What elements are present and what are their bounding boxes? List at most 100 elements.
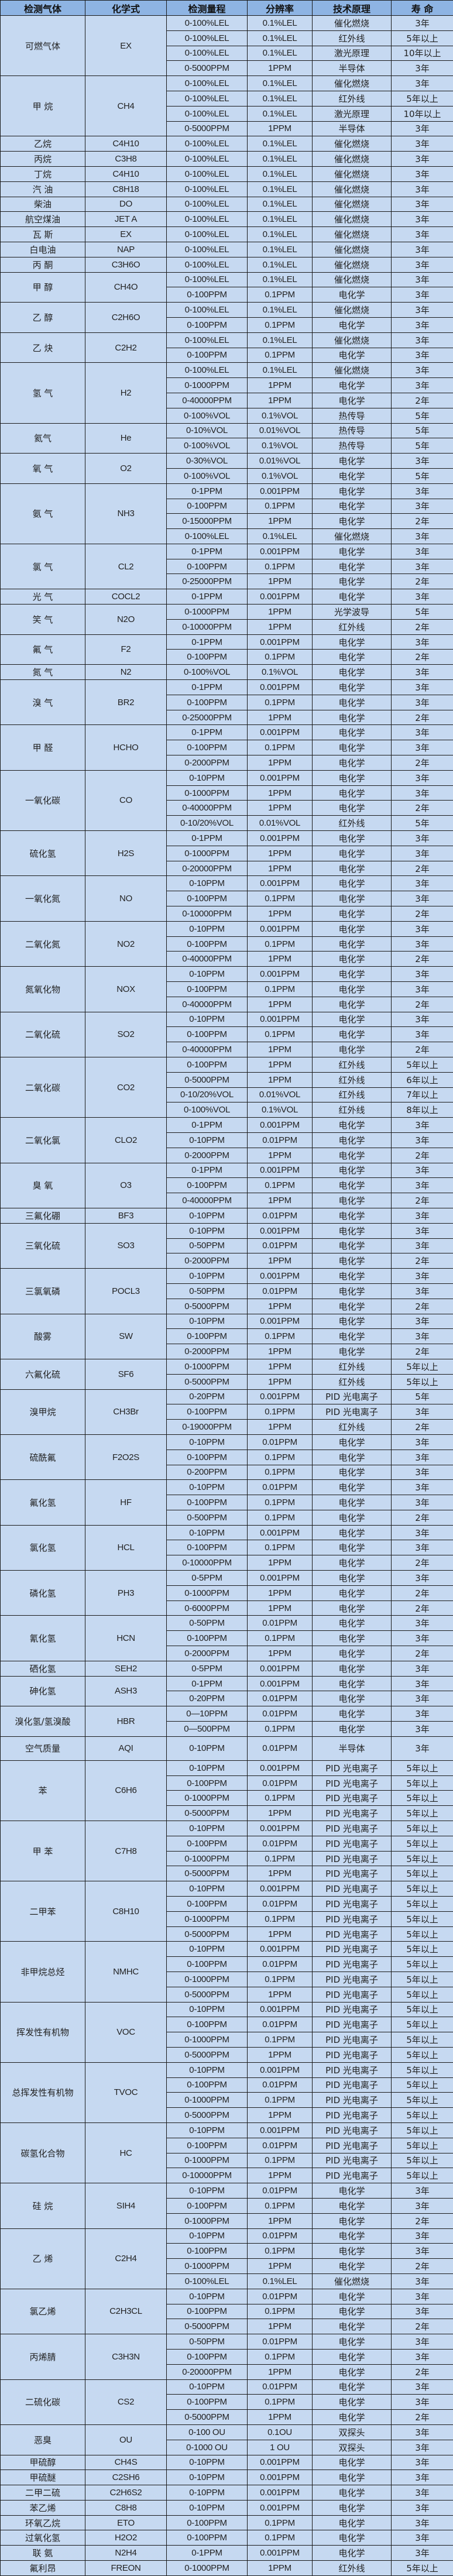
principle-cell: 电化学 bbox=[313, 1540, 392, 1555]
range-cell: 0-10PPM bbox=[167, 2002, 248, 2017]
formula-cell: AQI bbox=[85, 1736, 167, 1760]
lifespan-cell: 5年以上 bbox=[392, 1926, 453, 1942]
principle-cell: 激光原理 bbox=[313, 106, 392, 121]
range-cell: 0-10PPM bbox=[167, 1942, 248, 1957]
resolution-cell: 0.1%LEL bbox=[248, 529, 313, 544]
range-cell: 0-100PPM bbox=[167, 1057, 248, 1072]
gas-name-cell: 一氧化氮 bbox=[1, 876, 85, 921]
gas-name-cell: 六氟化硫 bbox=[1, 1359, 85, 1389]
range-cell: 0-100PPM bbox=[167, 1957, 248, 1972]
formula-cell: FREON bbox=[85, 2561, 167, 2576]
formula-cell: He bbox=[85, 423, 167, 454]
formula-cell: NOX bbox=[85, 967, 167, 1012]
range-cell: 0-100%LEL bbox=[167, 529, 248, 544]
lifespan-cell: 3年 bbox=[392, 634, 453, 650]
range-cell: 0-100%LEL bbox=[167, 332, 248, 348]
resolution-cell: 0.01PPM bbox=[248, 1691, 313, 1706]
principle-cell: 电化学 bbox=[313, 1027, 392, 1042]
principle-cell: 电化学 bbox=[313, 1299, 392, 1314]
resolution-cell: 1PPM bbox=[248, 2259, 313, 2274]
lifespan-cell: 2年 bbox=[392, 619, 453, 634]
gas-name-cell: 三氟化硼 bbox=[1, 1208, 85, 1223]
principle-cell: PID 光电离子 bbox=[313, 2032, 392, 2048]
principle-cell: 电化学 bbox=[313, 650, 392, 665]
resolution-cell: 1PPM bbox=[248, 2047, 313, 2062]
lifespan-cell: 2年 bbox=[392, 1253, 453, 1269]
lifespan-cell: 3年 bbox=[392, 1722, 453, 1737]
lifespan-cell: 3年 bbox=[392, 257, 453, 272]
formula-cell: SW bbox=[85, 1314, 167, 1359]
range-cell: 0-10000PPM bbox=[167, 619, 248, 634]
lifespan-cell: 2年 bbox=[392, 2213, 453, 2228]
gas-name-cell: 联 氨 bbox=[1, 2546, 85, 2561]
lifespan-cell: 5年以上 bbox=[392, 1806, 453, 1821]
principle-cell: 电化学 bbox=[313, 1616, 392, 1631]
lifespan-cell: 3年 bbox=[392, 740, 453, 755]
range-cell: 0-100PPM bbox=[167, 2395, 248, 2410]
range-cell: 0-1000PPM bbox=[167, 2153, 248, 2168]
formula-cell: CS2 bbox=[85, 2379, 167, 2424]
resolution-cell: 1PPM bbox=[248, 1299, 313, 1314]
formula-cell: NO2 bbox=[85, 921, 167, 966]
range-cell: 0-10PPM bbox=[167, 1434, 248, 1450]
resolution-cell: 0.1PPM bbox=[248, 1450, 313, 1465]
range-cell: 0-10PPM bbox=[167, 2470, 248, 2485]
resolution-cell: 1PPM bbox=[248, 861, 313, 876]
lifespan-cell: 3年 bbox=[392, 2424, 453, 2440]
principle-cell: 电化学 bbox=[313, 921, 392, 936]
gas-name-cell: 二氧化氯 bbox=[1, 1118, 85, 1163]
range-cell: 0—500PPM bbox=[167, 1722, 248, 1737]
lifespan-cell: 2年 bbox=[392, 1646, 453, 1661]
formula-cell: DO bbox=[85, 197, 167, 212]
principle-cell: 电化学 bbox=[313, 2244, 392, 2259]
resolution-cell: 0.01PPM bbox=[248, 1736, 313, 1760]
gas-name-cell: 一氧化碳 bbox=[1, 770, 85, 830]
principle-cell: 电化学 bbox=[313, 1314, 392, 1329]
resolution-cell: 0.001PPM bbox=[248, 1389, 313, 1404]
lifespan-cell: 5年 bbox=[392, 408, 453, 423]
range-cell: 0-100PPM bbox=[167, 1450, 248, 1465]
principle-cell: 催化燃烧 bbox=[313, 257, 392, 272]
principle-cell: 电化学 bbox=[313, 1571, 392, 1586]
principle-cell: 电化学 bbox=[313, 740, 392, 755]
lifespan-cell: 3年 bbox=[392, 1465, 453, 1480]
lifespan-cell: 5年以上 bbox=[392, 1374, 453, 1389]
resolution-cell: 0.1PPM bbox=[248, 2395, 313, 2410]
lifespan-cell: 3年 bbox=[392, 242, 453, 257]
resolution-cell: 1PPM bbox=[248, 1359, 313, 1374]
resolution-cell: 0.01PPM bbox=[248, 2334, 313, 2350]
principle-cell: PID 光电离子 bbox=[313, 1404, 392, 1420]
lifespan-cell: 3年 bbox=[392, 1238, 453, 1253]
lifespan-cell: 5年 bbox=[392, 438, 453, 454]
range-cell: 0-100PPM bbox=[167, 936, 248, 952]
gas-name-cell: 氟化氢 bbox=[1, 1480, 85, 1525]
resolution-cell: 0.01%VOL bbox=[248, 1087, 313, 1102]
lifespan-cell: 5年以上 bbox=[392, 91, 453, 106]
range-cell: 0-10PPM bbox=[167, 1208, 248, 1223]
principle-cell: PID 光电离子 bbox=[313, 1957, 392, 1972]
formula-cell: H2 bbox=[85, 363, 167, 423]
lifespan-cell: 2年 bbox=[392, 710, 453, 725]
range-cell: 0-30%VOL bbox=[167, 454, 248, 469]
range-cell: 0-10000PPM bbox=[167, 1555, 248, 1571]
formula-cell: TVOC bbox=[85, 2062, 167, 2122]
resolution-cell: 1PPM bbox=[248, 1344, 313, 1359]
formula-cell: F2 bbox=[85, 634, 167, 665]
principle-cell: PID 光电离子 bbox=[313, 2168, 392, 2183]
resolution-cell: 0.1PPM bbox=[248, 1540, 313, 1555]
lifespan-cell: 3年 bbox=[392, 272, 453, 287]
range-cell: 0-19000PPM bbox=[167, 1420, 248, 1435]
resolution-cell: 0.1%LEL bbox=[248, 76, 313, 91]
resolution-cell: 1PPM bbox=[248, 755, 313, 771]
lifespan-cell: 3年 bbox=[392, 1540, 453, 1555]
